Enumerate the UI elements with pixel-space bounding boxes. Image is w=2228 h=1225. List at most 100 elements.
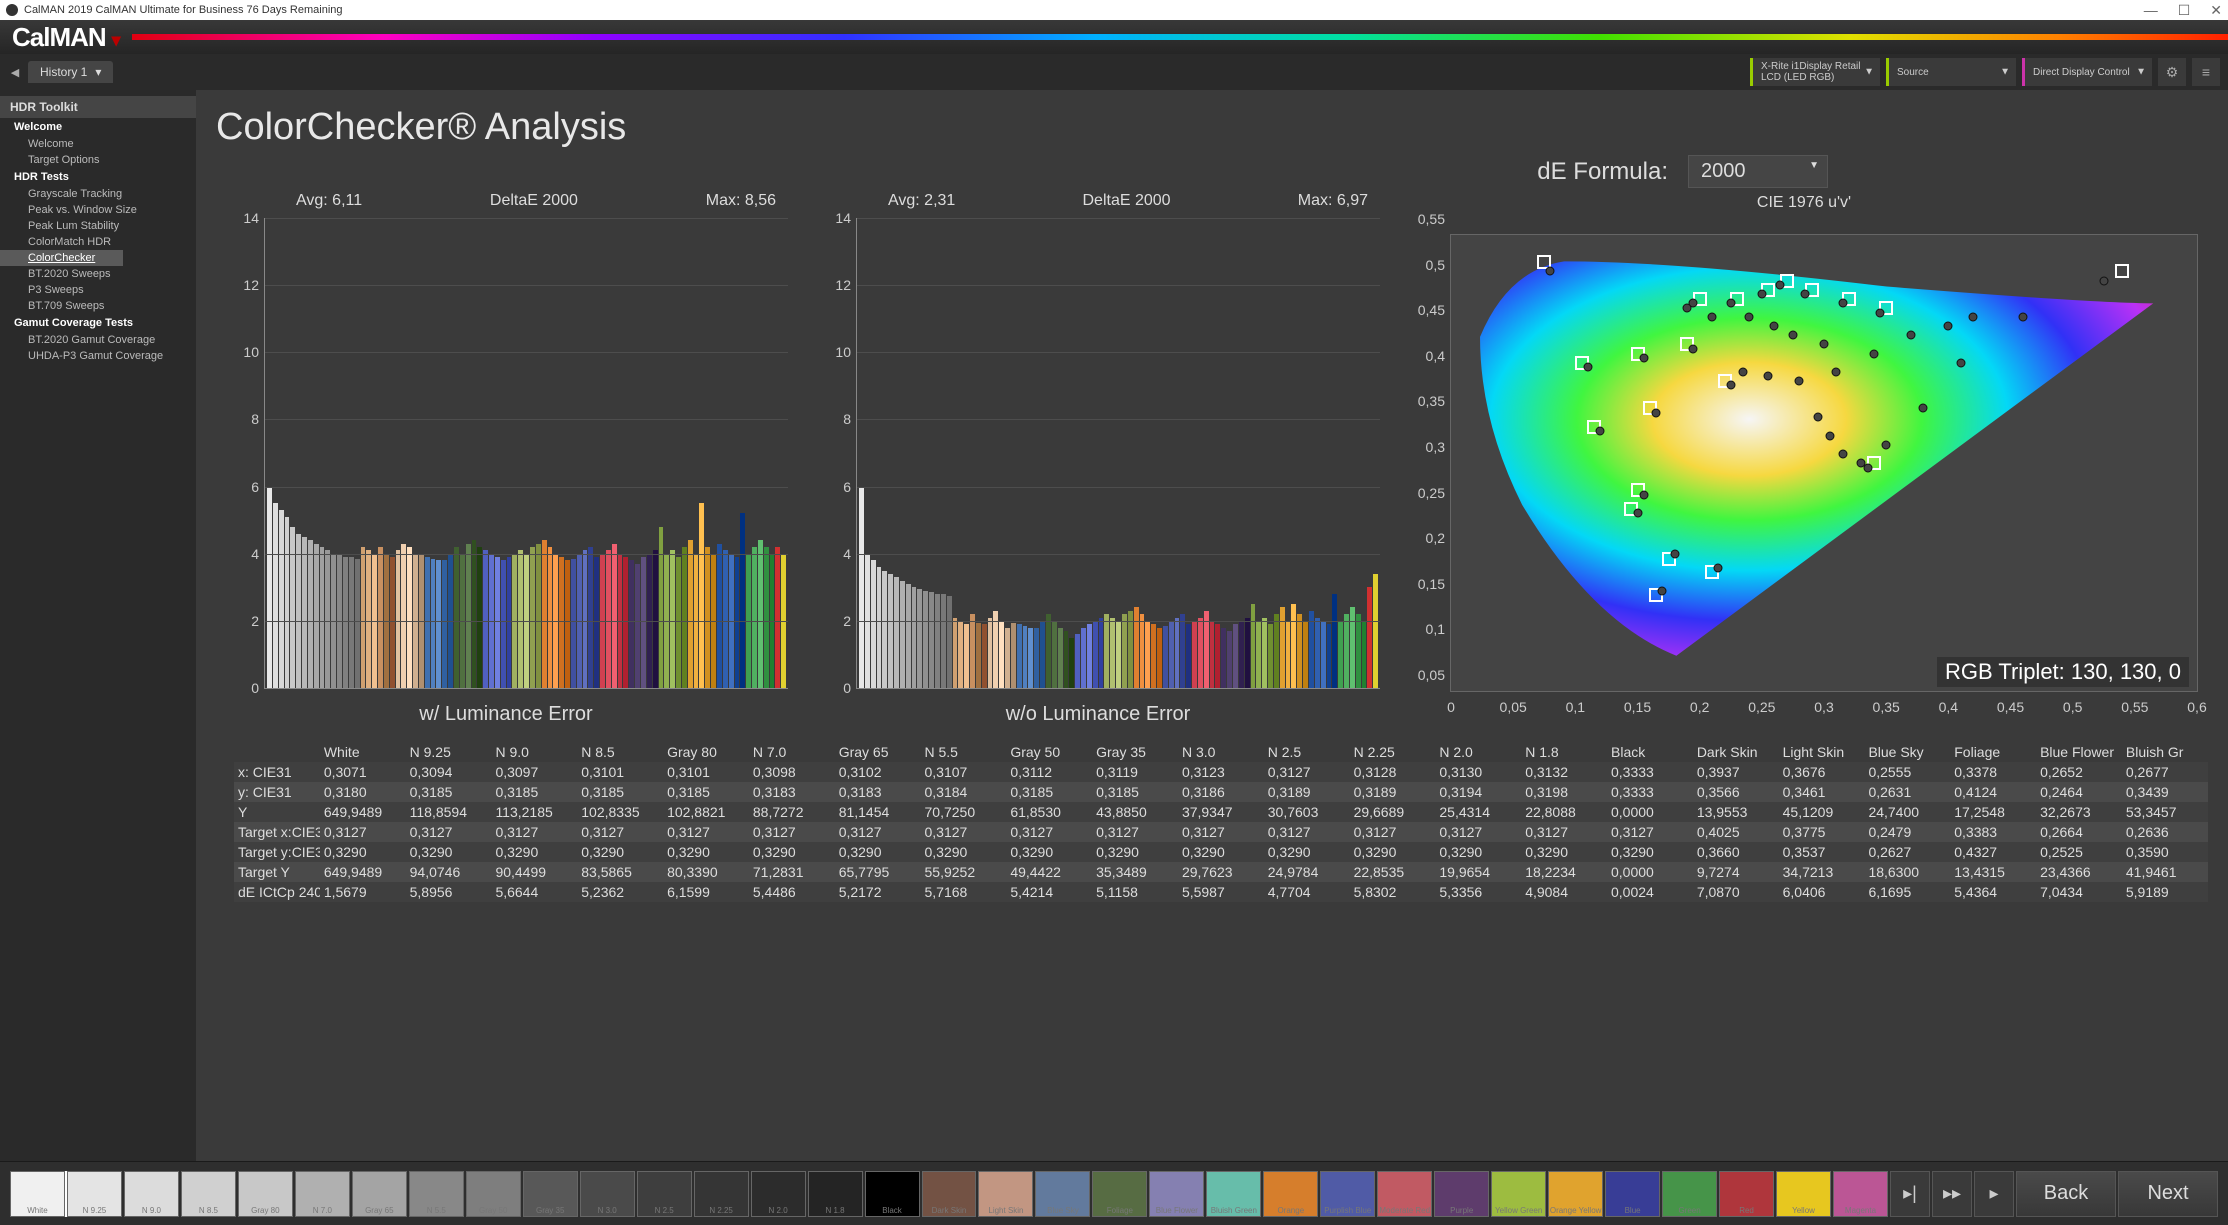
minimize-button[interactable]: — (2144, 2, 2158, 19)
display-dropdown[interactable]: Direct Display Control ▼ (2022, 58, 2152, 86)
table-cell: 18,2234 (1521, 862, 1607, 882)
table-cell: 0,3127 (921, 822, 1007, 842)
color-swatch[interactable]: N 5.5 (409, 1171, 464, 1217)
bar (1227, 631, 1232, 688)
color-swatch[interactable]: Dark Skin (922, 1171, 977, 1217)
color-swatch[interactable]: N 2.0 (751, 1171, 806, 1217)
bar (912, 587, 917, 688)
bar (1198, 618, 1203, 689)
table-header: Gray 65 (835, 742, 921, 762)
table-cell: 0,3290 (1607, 842, 1693, 862)
sidebar-item[interactable]: Peak vs. Window Size (0, 202, 196, 218)
next-button[interactable]: Next (2118, 1171, 2218, 1217)
bar (735, 557, 740, 688)
sidebar-item[interactable]: Grayscale Tracking (0, 186, 196, 202)
color-swatch[interactable]: Red (1719, 1171, 1774, 1217)
color-swatch[interactable]: Blue Sky (1035, 1171, 1090, 1217)
color-swatch[interactable]: Bluish Green (1206, 1171, 1261, 1217)
color-swatch[interactable]: Gray 50 (466, 1171, 521, 1217)
color-swatch[interactable]: N 9.25 (67, 1171, 122, 1217)
menu-icon[interactable]: ≡ (2192, 58, 2220, 86)
sidebar-item[interactable]: Peak Lum Stability (0, 218, 196, 234)
play-next-icon[interactable]: ▸▸ (1932, 1171, 1972, 1217)
sidebar-item[interactable]: BT.2020 Gamut Coverage (0, 332, 196, 348)
tab-close-icon[interactable]: ▾ (95, 65, 101, 79)
color-swatch[interactable]: Purplish Blue (1320, 1171, 1375, 1217)
swatch-label: Green (1663, 1207, 1716, 1215)
maximize-button[interactable]: ☐ (2178, 2, 2191, 19)
color-swatch[interactable]: N 8.5 (181, 1171, 236, 1217)
bar (507, 557, 512, 688)
table-cell: 5,2362 (577, 882, 663, 902)
bar (542, 540, 547, 688)
table-cell: 5,4364 (1950, 882, 2036, 902)
table-cell: 0,2525 (2036, 842, 2122, 862)
color-swatch[interactable]: Orange (1263, 1171, 1318, 1217)
bar (699, 503, 704, 688)
sidebar-item[interactable]: Target Options (0, 152, 196, 168)
color-swatch[interactable]: N 1.8 (808, 1171, 863, 1217)
table-cell: 0,3290 (663, 842, 749, 862)
cie-measured-marker (1745, 313, 1754, 322)
color-swatch[interactable]: N 2.25 (694, 1171, 749, 1217)
swatch-label: Gray 65 (353, 1207, 406, 1215)
back-button[interactable]: Back (2016, 1171, 2116, 1217)
color-swatch[interactable]: Gray 35 (523, 1171, 578, 1217)
color-swatch[interactable]: Yellow Green (1491, 1171, 1546, 1217)
color-swatch[interactable]: Gray 65 (352, 1171, 407, 1217)
table-cell: 0,3180 (320, 782, 406, 802)
bar (1280, 607, 1285, 688)
close-button[interactable]: ✕ (2210, 2, 2222, 19)
table-cell: 0,3290 (749, 842, 835, 862)
meter-dropdown[interactable]: X-Rite i1Display Retail LCD (LED RGB) ▼ (1750, 58, 1880, 86)
table-cell: 34,7213 (1779, 862, 1865, 882)
bar (1011, 623, 1016, 688)
tab-history[interactable]: History 1▾ (28, 61, 113, 83)
bar (929, 592, 934, 688)
color-swatch[interactable]: Foliage (1092, 1171, 1147, 1217)
sidebar-item[interactable]: UHDA-P3 Gamut Coverage (0, 348, 196, 364)
row-label: Y (234, 802, 320, 822)
bar (1180, 614, 1185, 688)
nav-prev-icon[interactable]: ◀ (8, 65, 22, 79)
color-swatch[interactable]: Green (1662, 1171, 1717, 1217)
color-swatch[interactable]: N 2.5 (637, 1171, 692, 1217)
play-all-icon[interactable]: ▸ (1974, 1171, 2014, 1217)
color-swatch[interactable]: Blue (1605, 1171, 1660, 1217)
sidebar-item[interactable]: Welcome (0, 136, 196, 152)
settings-icon[interactable]: ⚙ (2158, 58, 2186, 86)
sidebar-item[interactable]: BT.709 Sweeps (0, 298, 196, 314)
color-swatch[interactable]: White (10, 1171, 65, 1217)
color-swatch[interactable]: Light Skin (978, 1171, 1033, 1217)
bar (629, 560, 634, 688)
color-swatch[interactable]: N 3.0 (580, 1171, 635, 1217)
color-swatch[interactable]: N 7.0 (295, 1171, 350, 1217)
sidebar-item[interactable]: P3 Sweeps (0, 282, 196, 298)
color-swatch[interactable]: Black (865, 1171, 920, 1217)
bar (1210, 621, 1215, 688)
bar (466, 544, 471, 688)
row-label: Target y:CIE31 (234, 842, 320, 862)
sidebar-item[interactable]: ColorChecker (0, 250, 123, 266)
formula-select[interactable]: 2000 (1688, 155, 1828, 188)
color-swatch[interactable]: Gray 80 (238, 1171, 293, 1217)
play-prev-icon[interactable]: ▸| (1890, 1171, 1930, 1217)
bar (623, 557, 628, 688)
sidebar-item[interactable]: ColorMatch HDR (0, 234, 196, 250)
color-swatch[interactable]: Orange Yellow (1548, 1171, 1603, 1217)
table-cell: 0,3290 (1521, 842, 1607, 862)
table-cell: 0,3333 (1607, 762, 1693, 782)
color-swatch[interactable]: Blue Flower (1149, 1171, 1204, 1217)
source-dropdown[interactable]: Source ▼ (1886, 58, 2016, 86)
color-swatch[interactable]: Purple (1434, 1171, 1489, 1217)
color-swatch[interactable]: Magenta (1833, 1171, 1888, 1217)
color-swatch[interactable]: Yellow (1776, 1171, 1831, 1217)
color-swatch[interactable]: N 9.0 (124, 1171, 179, 1217)
table-cell: 0,2631 (1864, 782, 1950, 802)
table-cell: 22,8535 (1350, 862, 1436, 882)
sidebar-item[interactable]: BT.2020 Sweeps (0, 266, 196, 282)
color-swatch[interactable]: Moderate Red (1377, 1171, 1432, 1217)
bar (279, 510, 284, 688)
table-cell: 0,3127 (663, 822, 749, 842)
bar (442, 560, 447, 688)
